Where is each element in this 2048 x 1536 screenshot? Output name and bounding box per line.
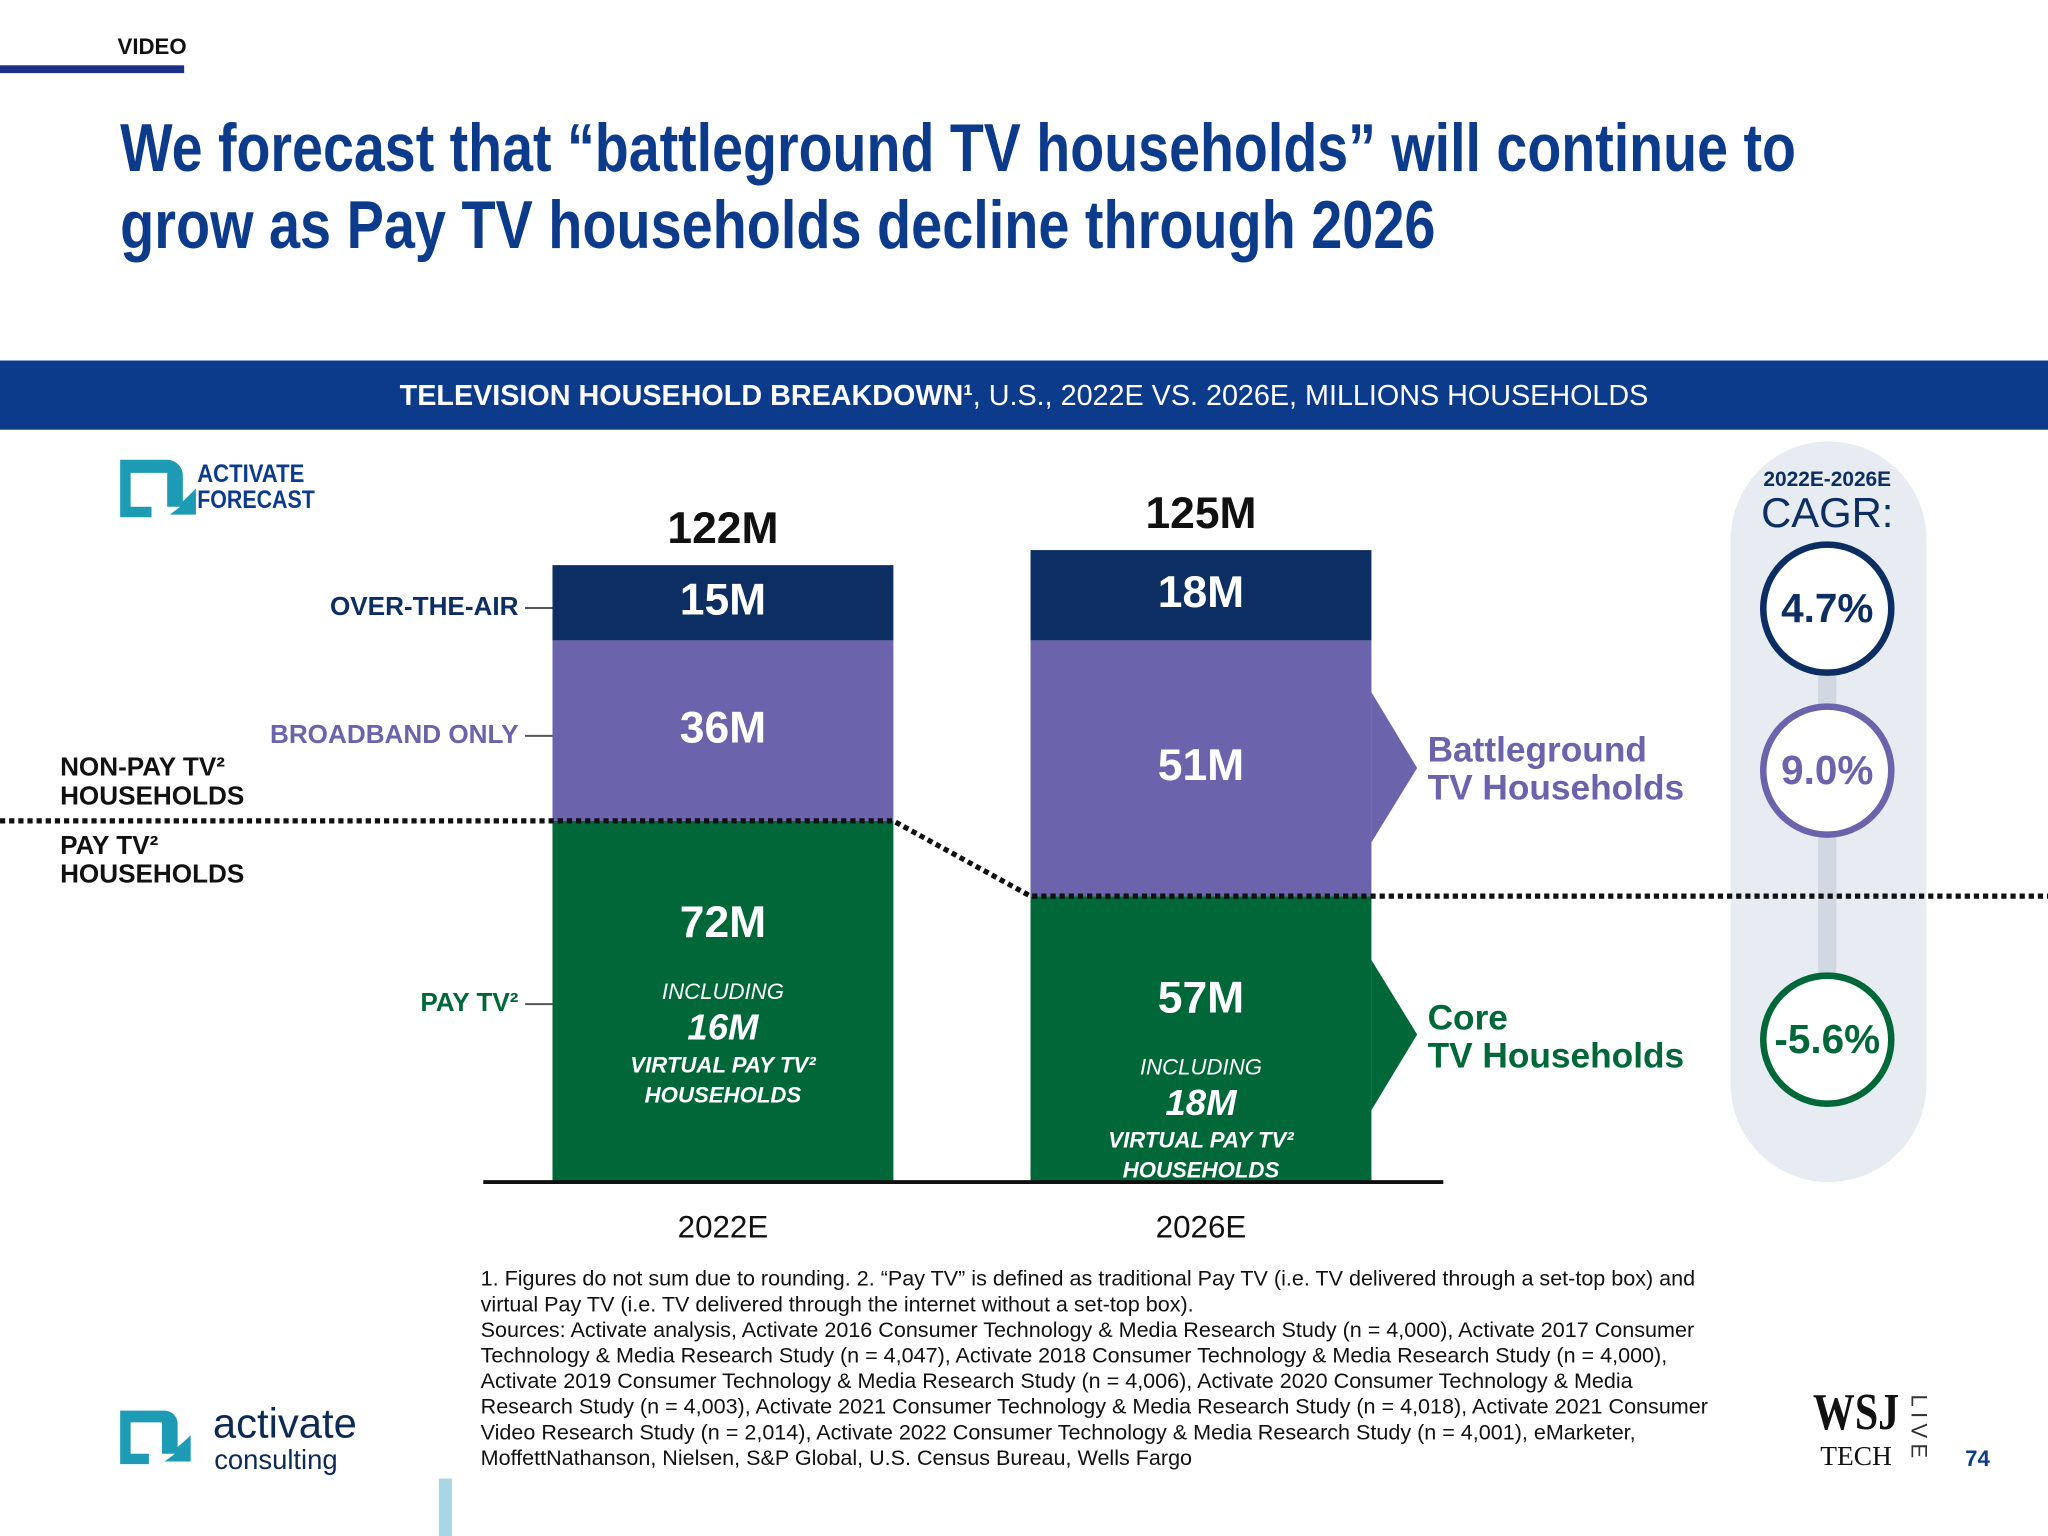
banner-bold: TELEVISION HOUSEHOLD BREAKDOWN¹	[400, 380, 973, 412]
cagr-period: 2022E-2026E	[1763, 468, 1891, 491]
bar-segment	[1030, 550, 1372, 641]
wsj-tech: TECH	[1820, 1441, 1892, 1471]
bar-segment	[1030, 640, 1372, 897]
title-line: We forecast that “battleground TV househ…	[120, 111, 1796, 186]
chevron	[1371, 692, 1418, 843]
virtual-suffix: VIRTUAL PAY TV²	[1108, 1128, 1294, 1153]
data-label: 18M	[1158, 568, 1244, 617]
divider-label: NON-PAY TV²	[60, 752, 225, 782]
divider-label: PAY TV²	[60, 830, 158, 860]
data-label: 72M	[680, 898, 766, 947]
logo-text: ACTIVATE	[197, 461, 304, 488]
series-label: BROADBAND ONLY	[270, 719, 519, 749]
group-label: Battleground	[1428, 731, 1647, 770]
footer-logo-icon	[120, 1410, 191, 1465]
footnote: Sources: Activate analysis, Activate 201…	[481, 1317, 1694, 1342]
title-line: grow as Pay TV households decline throug…	[120, 188, 1435, 263]
x-tick-label: 2022E	[678, 1209, 769, 1244]
total-label: 125M	[1145, 489, 1256, 538]
wsj-logo: WSJ	[1813, 1383, 1899, 1441]
data-label: 51M	[1158, 741, 1244, 790]
footer-brand-sub: consulting	[214, 1444, 337, 1475]
virtual-prefix: INCLUDING	[1140, 1054, 1262, 1079]
cagr-value: 9.0%	[1781, 747, 1873, 793]
banner-text: TELEVISION HOUSEHOLD BREAKDOWN¹, U.S., 2…	[400, 380, 1649, 412]
footnote: Research Study (n = 4,003), Activate 202…	[481, 1394, 1708, 1419]
virtual-suffix: VIRTUAL PAY TV²	[630, 1052, 816, 1077]
group-label: Core	[1428, 998, 1508, 1037]
wsj-live: LIVE	[1907, 1394, 1932, 1463]
data-label: 36M	[680, 703, 766, 752]
bar-segment	[1030, 896, 1372, 1183]
footnote: 1. Figures do not sum due to rounding. 2…	[481, 1266, 1696, 1291]
bar-segment	[552, 640, 894, 821]
divider-label: HOUSEHOLDS	[60, 859, 244, 889]
footnote: MoffettNathanson, Nielsen, S&P Global, U…	[481, 1445, 1192, 1470]
banner	[0, 360, 2048, 430]
logo-icon	[120, 459, 196, 518]
cagr-circle	[1760, 541, 1895, 676]
bar-segment	[552, 820, 894, 1183]
footer-brand: activate	[213, 1399, 357, 1446]
cagr-circle	[1760, 972, 1895, 1107]
section-rule	[0, 65, 185, 74]
logo-text: FORECAST	[197, 487, 315, 514]
cagr-value: -5.6%	[1774, 1016, 1880, 1062]
footnote: Activate 2019 Consumer Technology & Medi…	[481, 1368, 1633, 1393]
footnote: Video Research Study (n = 2,014), Activa…	[481, 1419, 1636, 1444]
virtual-suffix: HOUSEHOLDS	[1123, 1158, 1280, 1183]
footnote: Technology & Media Research Study (n = 4…	[481, 1342, 1668, 1367]
page-number: 74	[1965, 1446, 1990, 1471]
banner-rest: , U.S., 2022E VS. 2026E, MILLIONS HOUSEH…	[973, 380, 1649, 412]
virtual-value: 18M	[1165, 1082, 1238, 1123]
data-label: 57M	[1158, 973, 1244, 1022]
virtual-prefix: INCLUDING	[662, 979, 784, 1004]
chevron	[1371, 960, 1418, 1111]
virtual-value: 16M	[687, 1007, 760, 1048]
cagr-circle	[1760, 703, 1895, 838]
footnote: virtual Pay TV (i.e. TV delivered throug…	[481, 1291, 1194, 1316]
divider	[0, 818, 2048, 899]
divider-label: HOUSEHOLDS	[60, 780, 244, 810]
group-label: TV Households	[1428, 769, 1685, 808]
virtual-suffix: HOUSEHOLDS	[645, 1082, 802, 1107]
section-label: VIDEO	[118, 34, 187, 59]
series-label: PAY TV²	[420, 987, 518, 1017]
total-label: 122M	[667, 504, 778, 553]
bar-segment	[552, 565, 894, 641]
series-label: OVER-THE-AIR	[330, 591, 519, 621]
footer-accent	[438, 1478, 452, 1536]
x-tick-label: 2026E	[1156, 1209, 1247, 1244]
data-label: 15M	[680, 575, 766, 624]
cagr-label: CAGR:	[1761, 489, 1893, 536]
cagr-value: 4.7%	[1781, 585, 1873, 631]
group-label: TV Households	[1428, 1036, 1685, 1075]
